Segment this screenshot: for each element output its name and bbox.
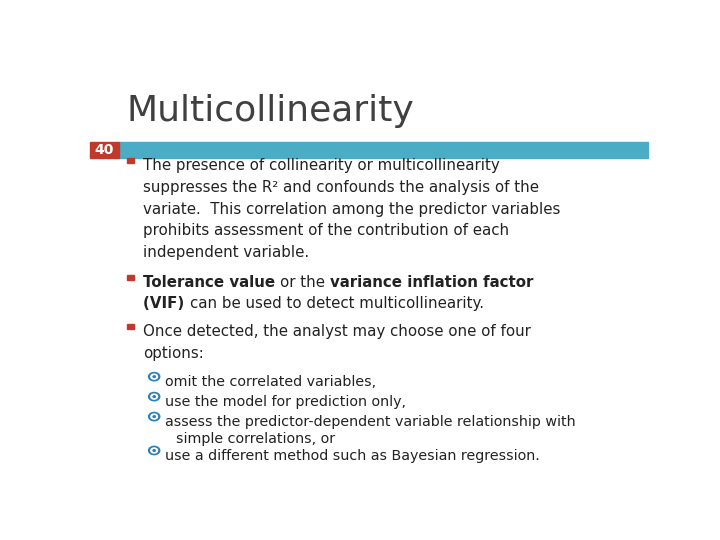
Circle shape: [150, 414, 158, 419]
Circle shape: [150, 448, 158, 453]
Bar: [127, 158, 133, 163]
Bar: [127, 275, 133, 280]
Text: suppresses the R² and confounds the analysis of the: suppresses the R² and confounds the anal…: [143, 180, 539, 195]
Text: Multicollinearity: Multicollinearity: [126, 94, 414, 128]
Circle shape: [148, 393, 160, 401]
Text: use the model for prediction only,: use the model for prediction only,: [166, 395, 406, 409]
Text: Once detected, the analyst may choose one of four: Once detected, the analyst may choose on…: [143, 324, 531, 339]
Text: or the: or the: [280, 275, 330, 290]
Circle shape: [153, 416, 156, 417]
Text: 40: 40: [95, 143, 114, 157]
Bar: [90, 141, 119, 158]
Text: Tolerance value: Tolerance value: [143, 275, 280, 290]
Text: (VIF): (VIF): [143, 296, 189, 312]
Circle shape: [153, 396, 156, 397]
Text: assess the predictor-dependent variable relationship with: assess the predictor-dependent variable …: [166, 415, 576, 429]
Text: simple correlations, or: simple correlations, or: [176, 432, 336, 446]
Circle shape: [148, 447, 160, 455]
Text: can be used to detect multicollinearity.: can be used to detect multicollinearity.: [189, 296, 484, 312]
Text: prohibits assessment of the contribution of each: prohibits assessment of the contribution…: [143, 223, 509, 238]
Circle shape: [153, 450, 156, 451]
Circle shape: [150, 394, 158, 399]
Text: variance inflation factor: variance inflation factor: [330, 275, 534, 290]
Bar: [127, 324, 133, 329]
Text: independent variable.: independent variable.: [143, 245, 309, 260]
Text: variate.  This correlation among the predictor variables: variate. This correlation among the pred…: [143, 201, 560, 217]
Circle shape: [148, 413, 160, 421]
Circle shape: [153, 376, 156, 377]
Circle shape: [150, 374, 158, 379]
Text: use a different method such as Bayesian regression.: use a different method such as Bayesian …: [166, 449, 540, 463]
Text: options:: options:: [143, 346, 204, 361]
Circle shape: [148, 373, 160, 381]
Text: The presence of collinearity or multicollinearity: The presence of collinearity or multicol…: [143, 158, 500, 173]
Text: omit the correlated variables,: omit the correlated variables,: [166, 375, 377, 389]
Bar: [119, 141, 648, 158]
